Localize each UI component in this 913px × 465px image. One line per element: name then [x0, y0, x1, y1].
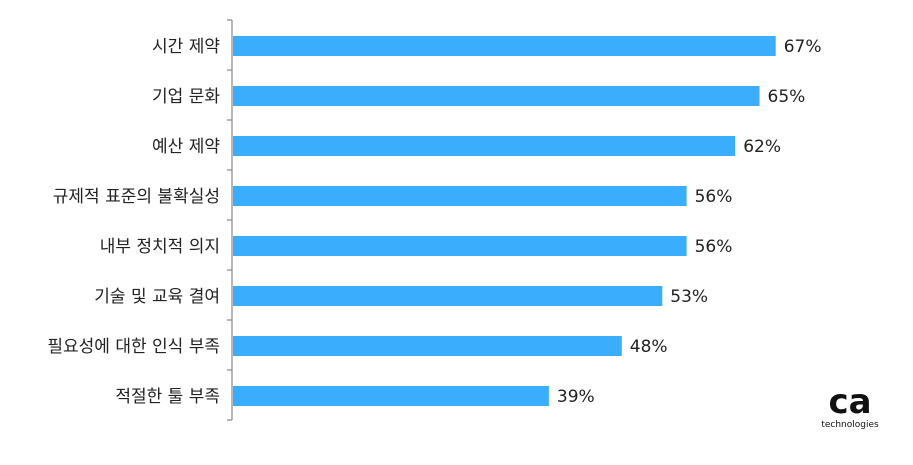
logo-subtext: technologies: [821, 420, 879, 430]
ca-technologies-logo: ca technologies: [821, 382, 879, 430]
category-label: 기술 및 교육 결여: [94, 287, 220, 307]
value-label: 67%: [784, 37, 822, 57]
bar: [233, 36, 776, 56]
bar: [233, 386, 549, 406]
category-label: 기업 문화: [152, 87, 220, 107]
bar: [233, 136, 736, 156]
bar: [233, 286, 663, 306]
value-label: 53%: [670, 287, 708, 307]
bars-layer: [233, 36, 776, 406]
value-label: 48%: [630, 337, 668, 357]
bar: [233, 186, 687, 206]
category-label: 필요성에 대한 인식 부족: [47, 337, 220, 357]
bar: [233, 236, 687, 256]
value-label: 62%: [743, 137, 781, 157]
logo-mark: ca: [828, 382, 871, 422]
value-label: 56%: [695, 237, 733, 257]
value-labels: 67% 65% 62% 56% 56% 53% 48% 39%: [557, 37, 822, 407]
category-label: 예산 제약: [152, 137, 220, 157]
category-label: 규제적 표준의 불확실성: [53, 187, 220, 207]
category-label: 시간 제약: [152, 37, 220, 57]
axis-layer: [227, 19, 233, 421]
value-label: 39%: [557, 387, 595, 407]
category-label: 내부 정치적 의지: [100, 237, 220, 257]
bar: [233, 336, 622, 356]
value-label: 56%: [695, 187, 733, 207]
category-label: 적절한 툴 부족: [115, 387, 220, 407]
bar: [233, 86, 760, 106]
value-label: 65%: [768, 87, 806, 107]
